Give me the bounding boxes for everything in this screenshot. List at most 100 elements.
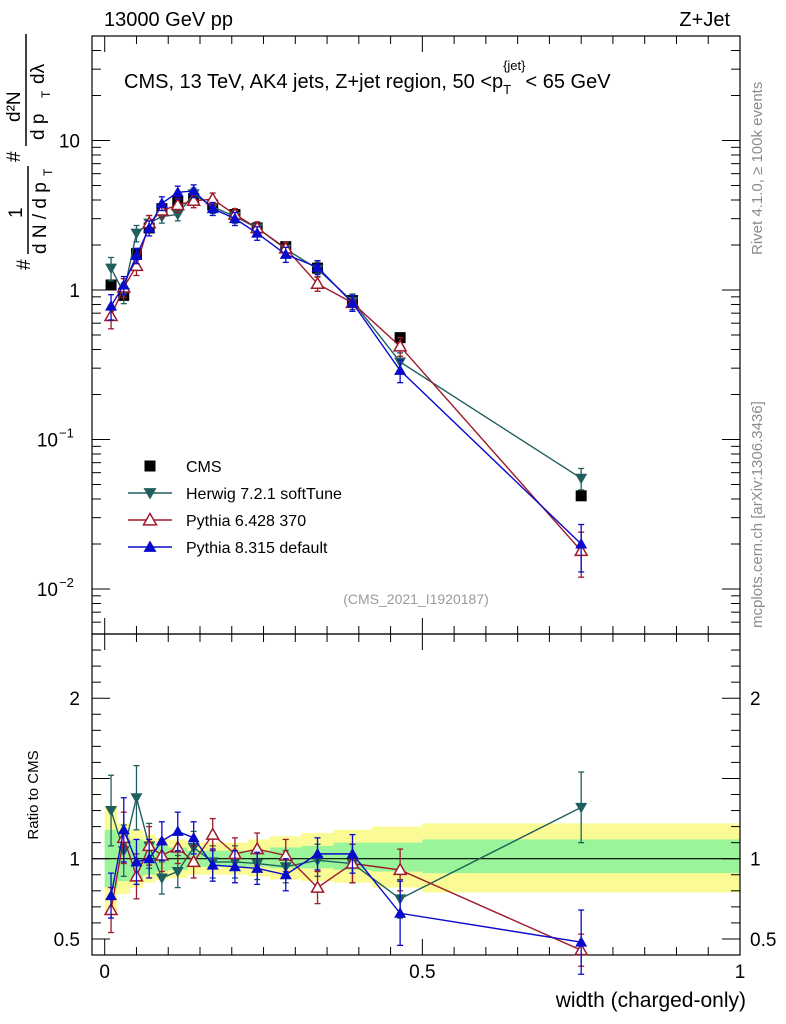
plot-title-pre: CMS, 13 TeV, AK4 jets, Z+jet region, 50 … bbox=[124, 71, 503, 93]
legend: CMS Herwig 7.2.1 softTune Pythia 6.428 3… bbox=[186, 459, 342, 557]
main-point-herwig bbox=[575, 473, 588, 485]
main-point-pythia6 bbox=[186, 193, 201, 207]
main-point-pythia8 bbox=[279, 248, 292, 259]
main-point-pythia8 bbox=[105, 300, 118, 311]
main-point-pythia8 bbox=[251, 227, 264, 238]
ratio-point-pythia6 bbox=[392, 862, 408, 876]
x-tick-label: 0 bbox=[99, 962, 110, 983]
main-line-pythia8 bbox=[110, 190, 582, 545]
ratio-point-herwig bbox=[130, 793, 143, 804]
legend-label-pythia6: Pythia 6.428 370 bbox=[186, 513, 306, 530]
side-text-mcplots: mcplots.cern.ch [arXiv:1306.3436] bbox=[749, 401, 766, 628]
ylabel-dlambda: dλ bbox=[28, 63, 49, 84]
ratio-point-pythia8 bbox=[394, 907, 407, 918]
ratio-point-pythia8 bbox=[143, 852, 156, 864]
ratio-point-herwig bbox=[105, 806, 118, 817]
main-point-cms bbox=[105, 279, 117, 291]
ratio-point-pythia6 bbox=[310, 880, 325, 893]
ylabel-den-1-sub: T bbox=[41, 168, 55, 176]
main-point-pythia8 bbox=[143, 221, 156, 233]
main-point-pythia8 bbox=[171, 186, 184, 197]
main-line-pythia6 bbox=[110, 198, 582, 552]
main-y-tick-exponent: −2 bbox=[59, 575, 74, 590]
ratio-point-pythia8 bbox=[346, 847, 359, 859]
header-right: Z+Jet bbox=[679, 9, 730, 31]
plot-title: CMS, 13 TeV, AK4 jets, Z+jet region, 50 … bbox=[124, 58, 611, 97]
main-point-pythia8 bbox=[117, 278, 130, 290]
ylabel-den-2: d p bbox=[28, 114, 49, 140]
ylabel-den-1: d N / d p bbox=[30, 182, 51, 254]
ratio-point-herwig bbox=[171, 867, 184, 878]
main-ylabel: # 1 d N / d p T # d²N d p T dλ bbox=[4, 34, 55, 270]
ratio-frame bbox=[91, 633, 741, 956]
header-left: 13000 GeV pp bbox=[104, 9, 233, 31]
main-point-pythia6 bbox=[310, 276, 325, 290]
ratio-point-pythia8 bbox=[130, 855, 143, 867]
main-point-herwig bbox=[105, 263, 118, 275]
ratio-stat-band bbox=[422, 839, 740, 874]
main-point-pythia6 bbox=[129, 258, 144, 272]
plot-title-post: < 65 GeV bbox=[526, 71, 612, 93]
legend-marker-herwig bbox=[143, 488, 157, 500]
legend-marker-pythia6 bbox=[142, 511, 158, 526]
ratio-y-tick-label-right: 2 bbox=[750, 689, 761, 710]
legend-marker-pythia8 bbox=[143, 540, 157, 552]
x-tick-label: 1 bbox=[735, 962, 746, 983]
x-axis-label: width (charged-only) bbox=[555, 989, 746, 1012]
main-y-tick-label: 10 bbox=[37, 430, 58, 451]
x-tick-label: 0.5 bbox=[409, 962, 435, 983]
legend-label-cms: CMS bbox=[186, 459, 222, 476]
main-point-pythia8 bbox=[575, 537, 588, 549]
ratio-y-tick-label-left: 2 bbox=[69, 689, 80, 710]
ratio-point-pythia8 bbox=[251, 862, 264, 873]
main-point-cms bbox=[575, 490, 587, 502]
ratio-point-pythia8 bbox=[117, 823, 130, 835]
ratio-point-pythia8 bbox=[206, 859, 219, 870]
ratio-y-tick-label-right: 1 bbox=[750, 850, 761, 871]
main-point-herwig bbox=[130, 228, 143, 240]
main-point-pythia8 bbox=[206, 202, 219, 214]
plot-title-sup: {jet} bbox=[503, 58, 526, 73]
main-point-pythia8 bbox=[130, 249, 143, 261]
ratio-y-tick-label-left: 0.5 bbox=[54, 930, 80, 951]
ylabel-one: 1 bbox=[6, 207, 27, 218]
main-point-pythia8 bbox=[228, 212, 241, 224]
main-y-tick-label: 10 bbox=[37, 580, 58, 601]
ylabel-den-2-sub: T bbox=[39, 90, 53, 98]
ratio-point-pythia6 bbox=[186, 854, 201, 868]
ratio-point-pythia6 bbox=[205, 827, 220, 840]
main-point-pythia8 bbox=[311, 261, 324, 272]
ratio-point-pythia8 bbox=[105, 889, 118, 901]
main-point-pythia8 bbox=[155, 197, 168, 208]
ylabel-num: d²N bbox=[4, 91, 25, 122]
main-point-pythia6 bbox=[392, 338, 408, 352]
ratio-point-pythia8 bbox=[311, 847, 324, 859]
ratio-point-pythia8 bbox=[279, 868, 292, 880]
ratio-point-pythia8 bbox=[155, 835, 168, 846]
ratio-ylabel: Ratio to CMS bbox=[25, 750, 42, 839]
main-y-tick-label: 10 bbox=[59, 131, 80, 152]
analysis-watermark: (CMS_2021_I1920187) bbox=[343, 591, 489, 607]
main-point-pythia8 bbox=[394, 364, 407, 375]
side-text-rivet: Rivet 4.1.0, ≥ 100k events bbox=[749, 82, 766, 255]
main-y-tick-exponent: −1 bbox=[59, 425, 74, 440]
ratio-point-pythia8 bbox=[187, 831, 200, 843]
legend-label-pythia8: Pythia 8.315 default bbox=[186, 540, 328, 557]
ratio-point-herwig bbox=[155, 873, 168, 884]
main-point-pythia8 bbox=[346, 296, 359, 308]
ylabel-hash-2: # bbox=[4, 151, 25, 162]
ylabel-hash-1: # bbox=[14, 259, 35, 270]
ratio-point-pythia8 bbox=[228, 860, 241, 872]
legend-marker-cms bbox=[144, 460, 156, 472]
main-point-pythia6 bbox=[170, 197, 186, 211]
main-y-tick-label: 1 bbox=[69, 281, 80, 302]
main-point-pythia8 bbox=[187, 184, 200, 196]
legend-label-herwig: Herwig 7.2.1 softTune bbox=[186, 486, 342, 503]
ratio-point-herwig bbox=[575, 802, 588, 814]
ratio-point-pythia8 bbox=[575, 936, 588, 947]
ratio-y-tick-label-right: 0.5 bbox=[750, 930, 776, 951]
main-line-herwig bbox=[110, 192, 582, 479]
plot-title-sub: T bbox=[503, 82, 511, 97]
ratio-point-pythia8 bbox=[171, 825, 184, 836]
